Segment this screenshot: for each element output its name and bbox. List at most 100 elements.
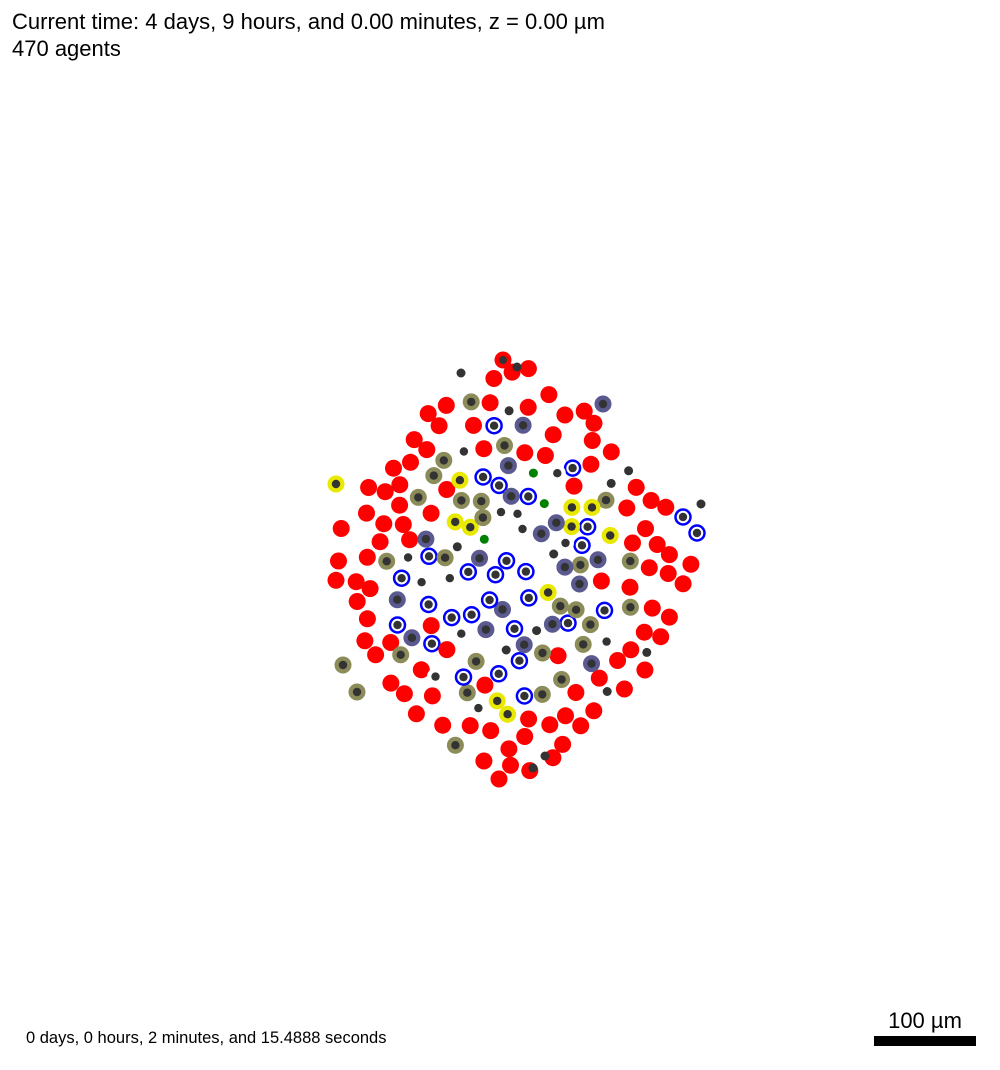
agent-cell [590,669,608,687]
agent-cell [621,578,639,596]
agent-cell [371,533,389,551]
agent-cell [361,580,379,598]
agent-nucleus [457,496,466,505]
agent-nucleus [583,522,592,531]
agent-nucleus [457,629,466,638]
agent-nucleus [538,690,547,699]
agent-nucleus [579,640,588,649]
agent-nucleus [393,595,402,604]
agent-cell [696,499,706,509]
agent-nucleus [503,710,512,719]
agent-cell [557,707,574,725]
agent-nucleus [602,637,611,646]
agent-cell [438,481,456,498]
agent-nucleus [626,603,635,612]
agent-nucleus [466,523,475,532]
agent-nucleus [489,421,499,430]
runtime-label: 0 days, 0 hours, 2 minutes, and 15.4888 … [26,1029,387,1047]
agent-cell [500,740,518,758]
agent-nucleus [382,557,391,566]
agent-nucleus [397,574,406,583]
agent-nucleus [499,356,507,364]
agent-cell [382,634,400,651]
agent-cell [635,623,653,641]
agent-nucleus [403,553,413,562]
agent-cell [356,632,374,650]
agent-cell [376,483,394,501]
agent-nucleus [467,397,476,407]
agent-cell [674,575,692,593]
agent-cell [367,646,385,664]
agent-cell [512,362,522,372]
agent-nucleus [563,618,573,628]
agent-nucleus [447,613,456,622]
agent-cell [461,717,479,735]
agent-nucleus [593,555,603,564]
agent-nucleus [510,624,519,633]
agent-cell [519,398,537,416]
agent-cell [437,396,455,414]
agent-cell [401,531,419,549]
agent-nucleus [524,593,533,603]
agent-nucleus [548,620,557,629]
agent-cell [549,549,559,559]
agent-cell [391,496,409,514]
agent-nucleus [440,553,450,562]
agent-nucleus [567,522,576,531]
agent-cell [657,498,675,516]
agent-nucleus [491,570,500,579]
agent-cell [476,676,494,694]
agent-nucleus [414,493,423,502]
agent-cell [348,593,366,610]
agent-cell [643,599,661,617]
agent-cell [422,504,440,522]
agent-cell [475,440,493,458]
agent-cell [602,687,612,696]
agent-nucleus [393,620,402,630]
agent-nucleus [475,554,484,563]
agent-cell [475,752,493,770]
agent-cell [330,552,347,570]
agent-cell [327,571,345,589]
agent-nucleus [502,556,511,565]
agent-cell [490,770,508,788]
agent-nucleus [445,574,454,583]
agent-nucleus [543,588,553,597]
agent-cell [642,647,652,657]
agent-nucleus [600,606,609,615]
agent-nucleus [479,534,489,544]
agent-nucleus [431,672,440,681]
agent-nucleus [478,513,488,522]
agent-cell [358,504,375,522]
current-time-label: Current time: 4 days, 9 hours, and 0.00 … [12,9,605,34]
agent-cell [332,520,350,537]
agent-nucleus [539,499,549,509]
agent-cell [565,477,583,495]
agent-cell [583,432,601,449]
agent-nucleus [576,560,585,570]
agent-cell [572,717,590,735]
agent-cell [659,565,677,582]
agent-cell [419,405,437,423]
agent-cell [609,652,627,669]
agent-cell [592,572,610,590]
agent-cell [528,763,538,773]
agent-cell [606,478,616,488]
agent-nucleus [396,650,405,659]
agent-nucleus [474,703,483,713]
agent-cell [582,455,600,473]
agent-cell [544,426,562,444]
agent-cell [430,417,448,435]
agent-nucleus [494,481,504,490]
agent-cell [519,360,537,378]
agent-cell [660,608,678,626]
agent-nucleus [567,503,577,512]
agent-nucleus [500,441,509,450]
agent-cell [465,416,482,434]
agent-nucleus [477,497,486,506]
agent-nucleus [692,528,702,538]
agent-cell [434,716,452,734]
agent-cell [540,751,550,761]
agent-cell [347,573,365,591]
